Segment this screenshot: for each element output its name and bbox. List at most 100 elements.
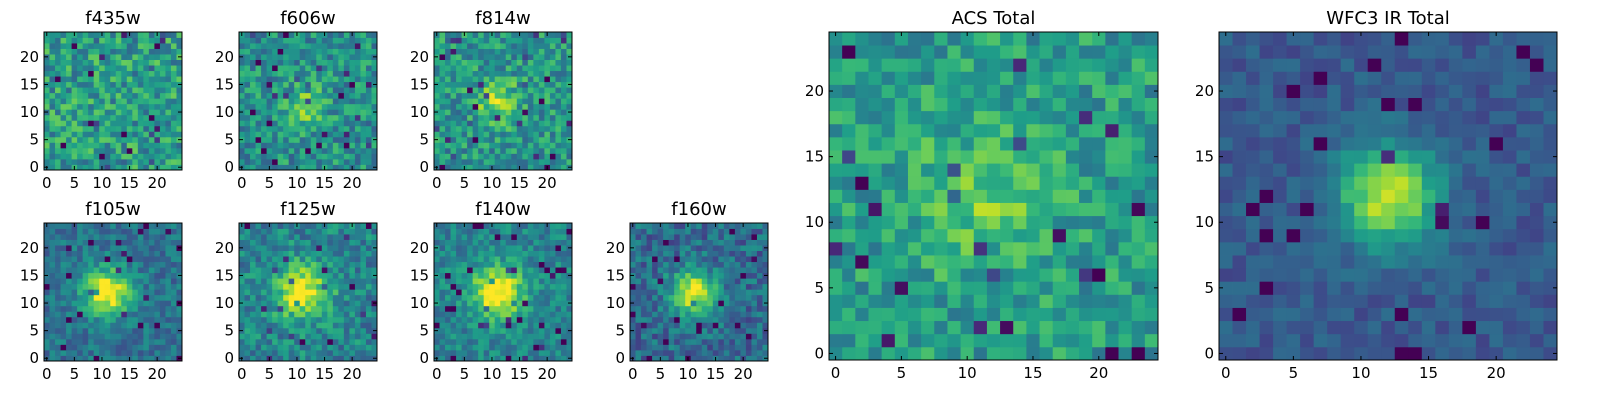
heatmap-cell [305, 228, 312, 235]
heatmap-cell [365, 316, 372, 323]
heatmap-cell [327, 59, 334, 66]
heatmap-cell [299, 234, 306, 240]
heatmap-cell [82, 131, 89, 138]
heatmap-cell [842, 294, 856, 308]
heatmap-cell [472, 338, 479, 345]
heatmap-cell [49, 92, 56, 99]
heatmap-cell [159, 98, 166, 105]
heatmap-cell [266, 300, 273, 307]
heatmap-cell [641, 338, 647, 345]
heatmap-cell [652, 239, 658, 246]
heatmap-cell [143, 81, 150, 88]
heatmap-cell [707, 239, 714, 246]
heatmap-cell [148, 250, 155, 257]
heatmap-cell [467, 261, 474, 268]
heatmap-cell [165, 322, 172, 329]
heatmap-cell [881, 241, 896, 256]
heatmap-cell [456, 278, 462, 285]
heatmap-cell [88, 32, 95, 38]
heatmap-cell [165, 98, 172, 105]
heatmap-cell [652, 333, 658, 340]
heatmap-cell [467, 239, 474, 246]
y-tick-label: 10 [410, 103, 429, 121]
heatmap-cell [294, 327, 301, 334]
heatmap-cell [343, 338, 350, 345]
heatmap-cell [472, 125, 479, 132]
heatmap-cell [176, 65, 183, 72]
heatmap-cell [555, 344, 562, 351]
heatmap-cell [668, 355, 675, 362]
heatmap-cell [646, 300, 653, 307]
heatmap-cell [338, 333, 345, 340]
heatmap-cell [316, 81, 323, 88]
heatmap-cell [321, 136, 328, 143]
heatmap-cell [327, 267, 334, 274]
heatmap-cell [696, 261, 703, 268]
heatmap-cell [327, 289, 334, 296]
heatmap-cell [176, 338, 183, 345]
heatmap-cell [332, 153, 339, 160]
heatmap-cell [527, 98, 534, 105]
heatmap-cell [371, 153, 378, 160]
heatmap-cell [71, 333, 78, 340]
heatmap-cell [77, 289, 84, 296]
heatmap-cell [434, 142, 440, 149]
heatmap-cell [549, 59, 556, 66]
heatmap-cell [154, 250, 161, 257]
heatmap-cell [99, 103, 106, 110]
heatmap-cell [472, 98, 479, 105]
heatmap-cell [121, 223, 128, 229]
heatmap-cell [456, 81, 462, 88]
heatmap-cell [321, 54, 328, 60]
heatmap-cell [630, 322, 636, 329]
heatmap-cell [641, 316, 647, 323]
heatmap-cell [360, 349, 367, 356]
heatmap-cell [261, 305, 267, 312]
heatmap-cell [66, 316, 72, 323]
heatmap-cell [360, 147, 367, 154]
heatmap-cell [1065, 268, 1080, 282]
heatmap-cell [159, 158, 166, 165]
heatmap-cell [907, 320, 922, 335]
heatmap-cell [365, 120, 372, 127]
heatmap-cell [321, 245, 328, 251]
heatmap-cell [527, 294, 534, 301]
heatmap-cell [159, 48, 166, 55]
heatmap-cell [55, 294, 61, 301]
heatmap-cell [544, 37, 551, 44]
heatmap-cell [132, 92, 139, 99]
heatmap-cell [360, 136, 367, 143]
heatmap-cell [132, 289, 139, 296]
heatmap-cell [538, 228, 545, 235]
heatmap-cell [560, 327, 567, 334]
heatmap-cell [868, 215, 883, 230]
heatmap-cell [132, 234, 139, 240]
heatmap-cell [170, 87, 177, 94]
heatmap-cell [718, 349, 725, 356]
heatmap-cell [527, 114, 534, 121]
heatmap-cell [511, 256, 518, 263]
heatmap-cell [110, 37, 117, 44]
heatmap-cell [522, 65, 529, 72]
heatmap-cell [71, 300, 78, 307]
heatmap-cell [365, 142, 372, 149]
heatmap-cell [266, 153, 273, 160]
heatmap-cell [250, 131, 256, 138]
heatmap-cell [549, 65, 556, 72]
heatmap-cell [115, 250, 122, 257]
heatmap-cell [1039, 294, 1054, 308]
heatmap-cell [630, 305, 636, 312]
heatmap-cell [1052, 241, 1067, 256]
heatmap-cell [316, 153, 323, 160]
heatmap-cell [533, 278, 540, 285]
heatmap-cell [255, 32, 262, 38]
heatmap-cell [283, 344, 290, 351]
heatmap-cell [712, 283, 719, 290]
heatmap-cell [104, 272, 111, 279]
heatmap-cell [511, 355, 518, 362]
heatmap-cell [478, 283, 485, 290]
heatmap-cell [365, 256, 372, 263]
heatmap-cell [745, 272, 752, 279]
heatmap-cell [88, 283, 95, 290]
heatmap-cell [143, 103, 150, 110]
